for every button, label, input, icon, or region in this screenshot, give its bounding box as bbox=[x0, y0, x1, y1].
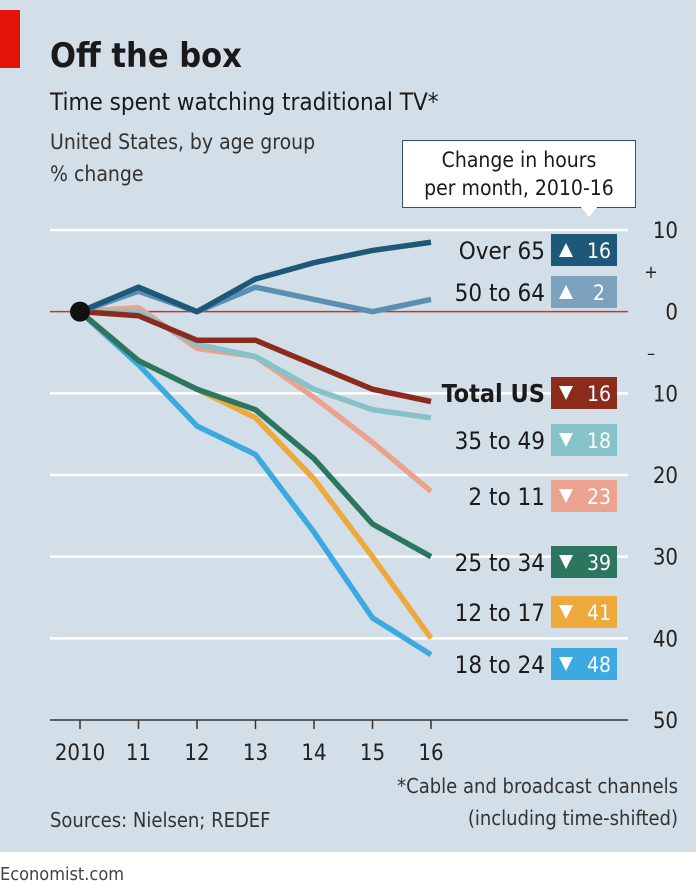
y-tick-label: 20 bbox=[653, 464, 678, 489]
sources-note: Sources: Nielsen; REDEF bbox=[50, 808, 271, 832]
series-line bbox=[78, 309, 433, 560]
change-value: 2 bbox=[593, 281, 605, 305]
series-label: 18 to 24 bbox=[455, 651, 545, 679]
change-callout: Change in hours per month, 2010-16 bbox=[402, 140, 636, 208]
change-badge bbox=[551, 234, 617, 266]
change-value: 48 bbox=[587, 653, 611, 677]
y-tick-label: 10 bbox=[653, 219, 678, 244]
up-triangle-icon bbox=[559, 285, 573, 299]
x-tick-label: 11 bbox=[126, 741, 151, 766]
brand-red-tag bbox=[0, 10, 20, 68]
series-line bbox=[79, 304, 433, 494]
series-line bbox=[78, 309, 433, 657]
y-tick-label: 10 bbox=[653, 382, 678, 407]
down-triangle-icon bbox=[559, 555, 573, 569]
series-label: 12 to 17 bbox=[455, 599, 545, 627]
publisher-credit: Economist.com bbox=[0, 864, 124, 885]
down-triangle-icon bbox=[559, 489, 573, 503]
down-triangle-icon bbox=[559, 433, 573, 447]
change-value: 39 bbox=[587, 551, 611, 575]
footnote-line-2: (including time-shifted) bbox=[467, 806, 678, 830]
x-tick-label: 14 bbox=[301, 741, 326, 766]
series-label: 2 to 11 bbox=[468, 483, 545, 511]
chart-title: Off the box bbox=[50, 36, 242, 76]
series-label: Total US bbox=[442, 379, 545, 408]
down-triangle-icon bbox=[559, 386, 573, 400]
x-tick-label: 16 bbox=[418, 741, 443, 766]
up-triangle-icon bbox=[559, 243, 573, 257]
y-tick-label: 50 bbox=[653, 709, 678, 734]
origin-dot bbox=[70, 301, 90, 322]
y-plus-sign: + bbox=[644, 262, 658, 283]
change-badge bbox=[551, 377, 617, 409]
series-label: 25 to 34 bbox=[455, 549, 545, 577]
change-badge bbox=[551, 424, 617, 456]
series-label: Over 65 bbox=[459, 237, 545, 265]
series-label: 35 to 49 bbox=[455, 427, 545, 455]
chart-subtitle: Time spent watching traditional TV* bbox=[50, 88, 439, 116]
y-tick-label: 40 bbox=[653, 627, 678, 652]
x-tick-label: 2010 bbox=[55, 741, 105, 766]
x-tick-label: 15 bbox=[360, 741, 385, 766]
change-badge bbox=[551, 596, 617, 628]
series-line bbox=[79, 308, 432, 405]
y-tick-label: 30 bbox=[653, 546, 678, 571]
callout-line-2: per month, 2010-16 bbox=[424, 176, 614, 200]
x-tick-label: 12 bbox=[184, 741, 209, 766]
footnote-line-1: *Cable and broadcast channels bbox=[397, 774, 678, 798]
x-tick-label: 13 bbox=[243, 741, 268, 766]
series-label: 50 to 64 bbox=[455, 279, 545, 307]
y-tick-label: 0 bbox=[665, 301, 678, 326]
change-badge bbox=[551, 276, 617, 308]
change-value: 23 bbox=[587, 485, 611, 509]
change-value: 41 bbox=[587, 601, 611, 625]
down-triangle-icon bbox=[559, 605, 573, 619]
series-line bbox=[79, 284, 432, 315]
series-line bbox=[78, 239, 432, 315]
down-triangle-icon bbox=[559, 657, 573, 671]
line-chart: 10 0 10 20 30 40 50 + – 2010 11 12 13 14 15 16 Over 65 16… bbox=[50, 219, 678, 766]
change-badge bbox=[551, 480, 617, 512]
y-minus-sign: – bbox=[647, 344, 655, 365]
change-badge bbox=[551, 648, 617, 680]
y-unit-label: % change bbox=[50, 162, 144, 186]
change-value: 18 bbox=[587, 429, 611, 453]
change-value: 16 bbox=[587, 239, 611, 263]
change-value: 16 bbox=[587, 382, 611, 406]
chart-description: United States, by age group bbox=[50, 130, 316, 154]
change-badge bbox=[551, 546, 617, 578]
callout-pointer bbox=[580, 206, 598, 217]
series-line bbox=[80, 308, 432, 421]
callout-line-1: Change in hours bbox=[441, 148, 597, 172]
